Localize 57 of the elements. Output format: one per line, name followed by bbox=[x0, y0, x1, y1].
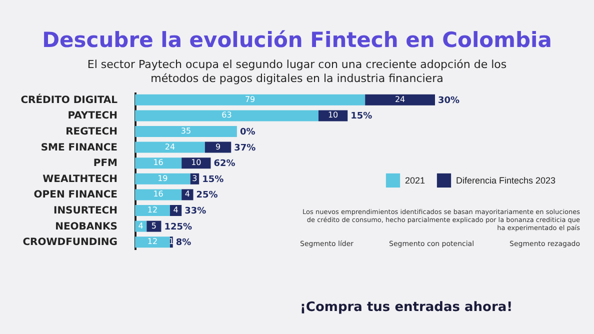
legend-label: 2021 bbox=[405, 175, 426, 186]
y-tick-label: CRÉDITO DIGITAL bbox=[20, 92, 118, 106]
data-label: 10 bbox=[191, 158, 202, 168]
y-tick-label: PAYTECH bbox=[68, 110, 118, 122]
data-label: 4 bbox=[173, 206, 178, 214]
data-label: 16 bbox=[153, 190, 164, 199]
data-label: 35 bbox=[180, 126, 192, 136]
annotation: 8% bbox=[176, 238, 192, 248]
data-label: 12 bbox=[147, 237, 158, 246]
bar bbox=[135, 236, 170, 248]
data-label: 19 bbox=[158, 174, 168, 183]
bar bbox=[135, 158, 182, 169]
bar bbox=[135, 126, 237, 137]
annotation: 33% bbox=[184, 206, 206, 216]
annotation: 30% bbox=[438, 96, 460, 106]
bar bbox=[135, 173, 190, 184]
y-tick-label: INSURTECH bbox=[53, 206, 118, 216]
data-label: 16 bbox=[153, 158, 164, 168]
bar bbox=[135, 189, 182, 200]
annotation: 15% bbox=[350, 112, 372, 122]
annotation: 125% bbox=[164, 222, 192, 232]
annotation: 25% bbox=[196, 190, 218, 201]
y-tick-label: SME FINANCE bbox=[40, 142, 118, 154]
data-label: 79 bbox=[244, 94, 256, 104]
annotation: 15% bbox=[202, 174, 224, 185]
bar bbox=[135, 205, 170, 216]
legend-label: Diferencia Fintechs 2023 bbox=[456, 175, 556, 186]
data-label: 4 bbox=[138, 221, 144, 230]
y-tick-label: PFM bbox=[93, 158, 118, 170]
data-label: 9 bbox=[215, 142, 221, 152]
data-label: 24 bbox=[164, 142, 176, 152]
bar bbox=[135, 94, 366, 106]
bar bbox=[182, 158, 211, 169]
text: ¡Compra tus entradas ahora! bbox=[300, 300, 513, 315]
annotation: 62% bbox=[214, 159, 236, 170]
data-label: 12 bbox=[147, 206, 158, 214]
y-tick-label: NEOBANKS bbox=[55, 221, 118, 232]
chart-subtitle: El sector Paytech ocupa el segundo lugar con una creciente adopción de los métodos de pagos digitales en la industria financiera bbox=[87, 58, 507, 86]
bar bbox=[318, 110, 348, 122]
chart-title: Descubre la evolución Fintech en Colombia bbox=[41, 28, 553, 52]
bar bbox=[182, 189, 194, 200]
data-label: 63 bbox=[222, 110, 232, 120]
data-label: 5 bbox=[151, 221, 156, 230]
y-tick-label: OPEN FINANCE bbox=[34, 190, 118, 201]
bar bbox=[135, 142, 205, 153]
y-tick-label: REGTECH bbox=[66, 126, 118, 138]
y-tick-label: CROWDFUNDING bbox=[22, 237, 118, 248]
y-tick-label: WEALTHTECH bbox=[42, 174, 118, 185]
data-label: 4 bbox=[184, 190, 190, 199]
data-label: 3 bbox=[192, 174, 198, 183]
annotation: 0% bbox=[240, 128, 256, 138]
bar bbox=[365, 94, 435, 106]
annotation: 37% bbox=[234, 143, 256, 154]
bar bbox=[204, 142, 232, 153]
data-label: 24 bbox=[394, 94, 406, 104]
bar bbox=[135, 110, 318, 122]
data-label: 10 bbox=[328, 110, 338, 120]
